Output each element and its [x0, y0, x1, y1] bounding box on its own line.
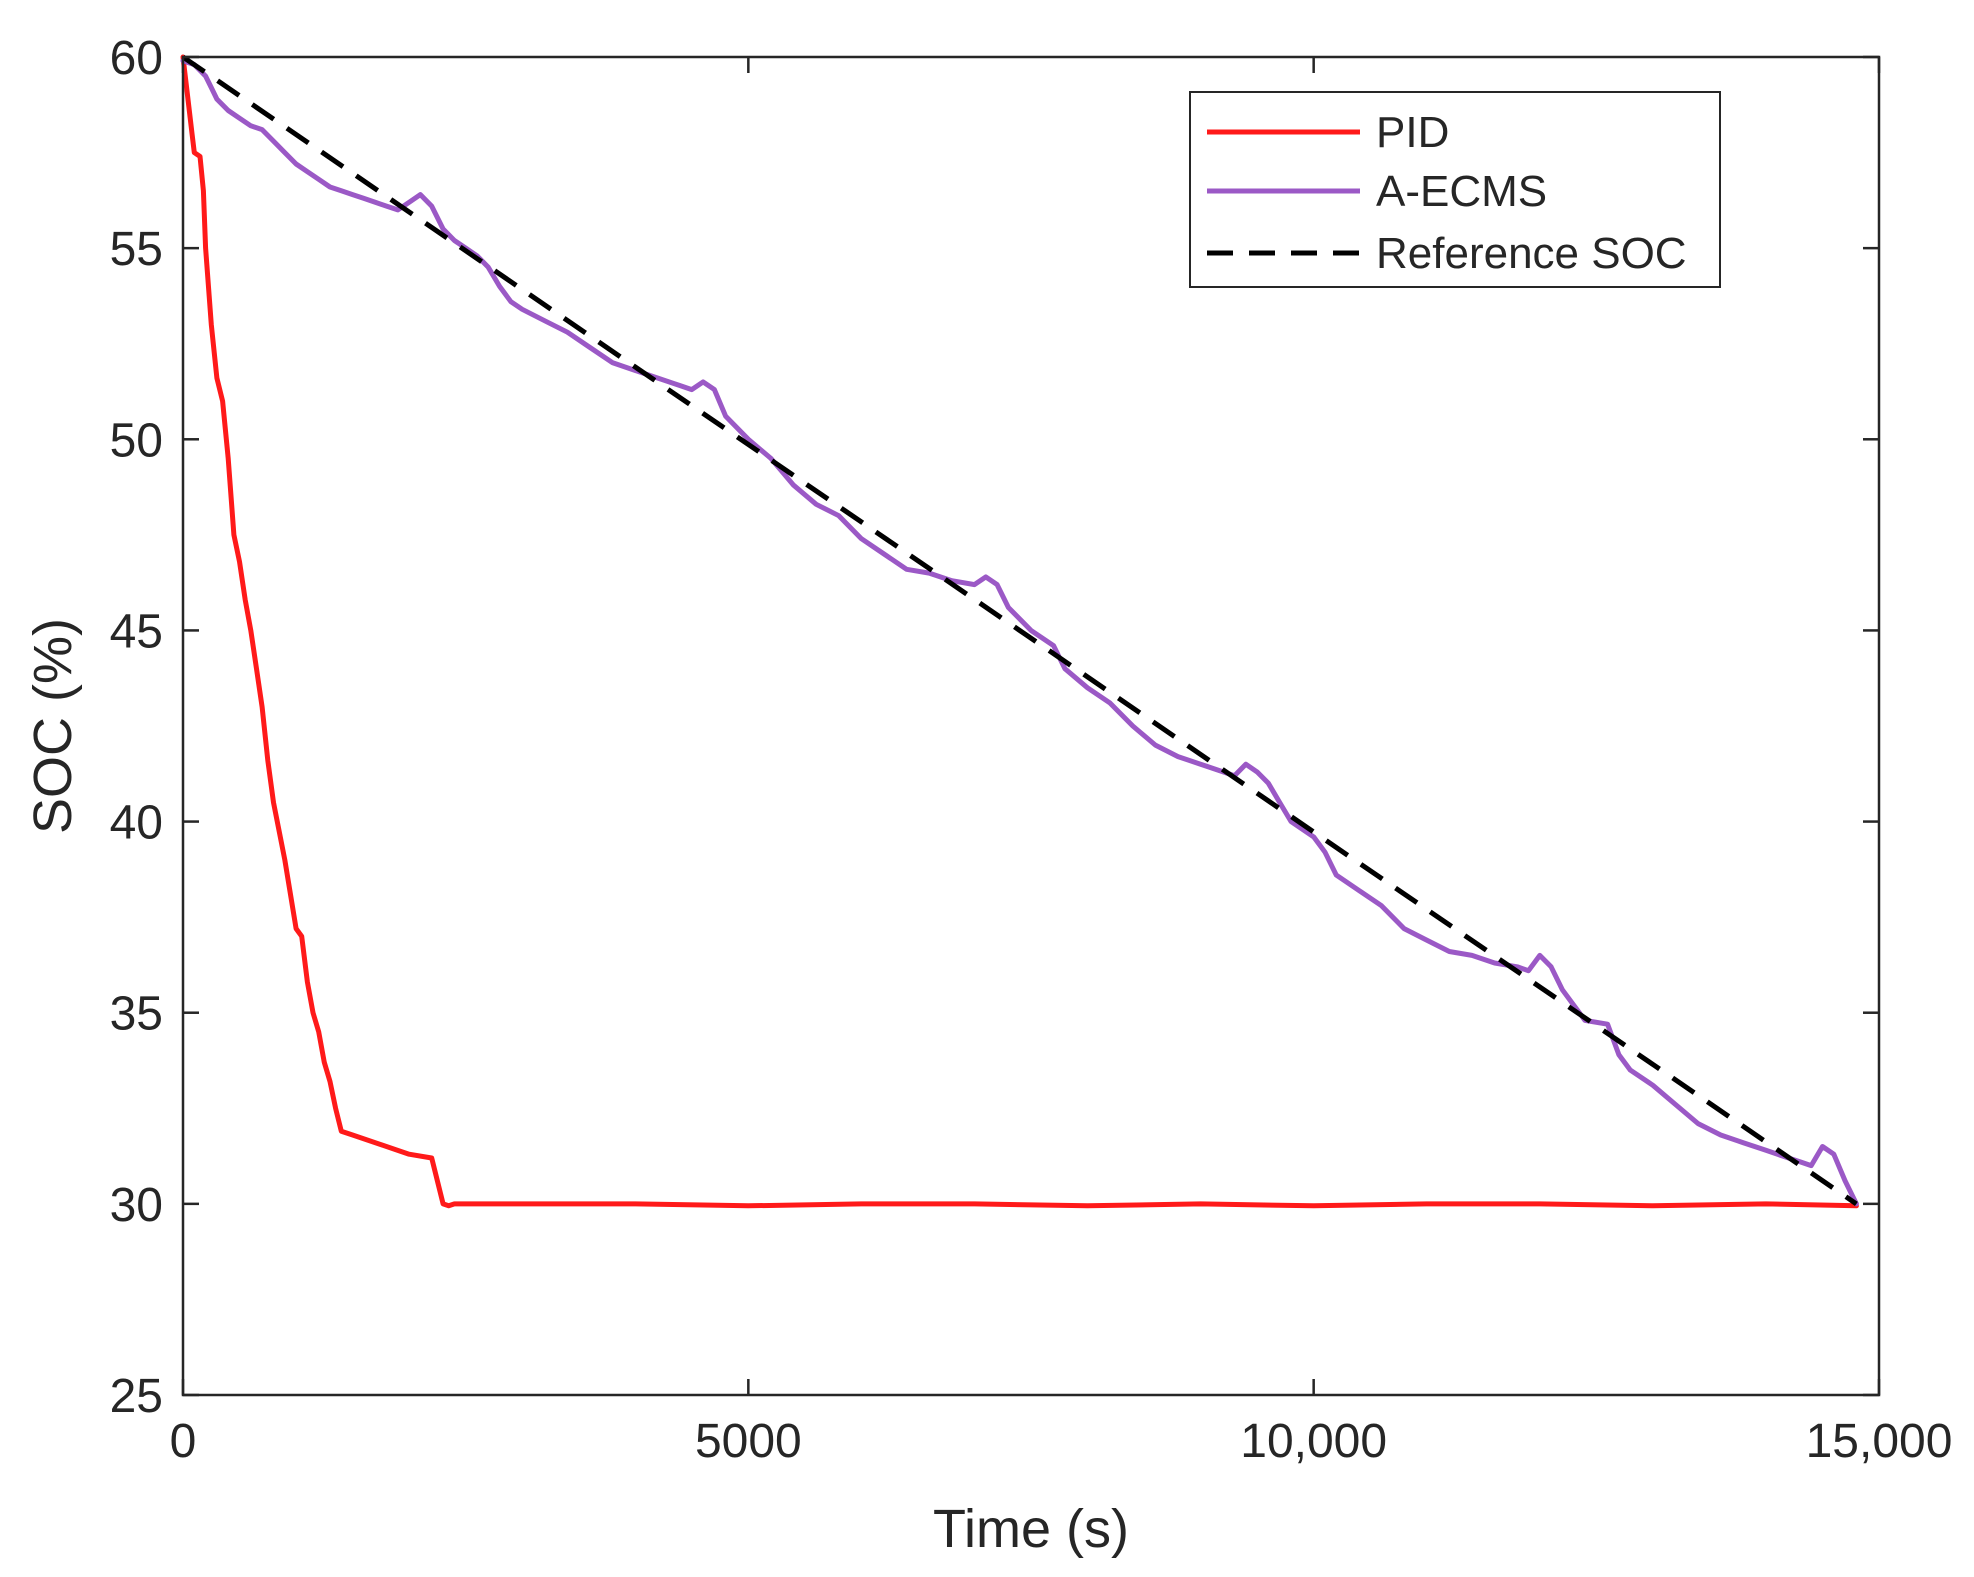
x-tick-label: 15,000 — [1806, 1415, 1953, 1468]
axis-tick-labels: 0 5000 10,000 15,000 25 30 35 40 45 50 55 60 — [110, 32, 1953, 1468]
plot-frame — [181, 55, 1881, 1397]
y-tick-label: 60 — [110, 32, 163, 85]
y-tick-label: 40 — [110, 797, 163, 850]
x-tick-label: 5000 — [695, 1415, 802, 1468]
y-tick-label: 35 — [110, 988, 163, 1041]
x-tick-label: 0 — [170, 1415, 197, 1468]
series-line-reference-soc — [181, 54, 1858, 1206]
x-tick-label: 10,000 — [1240, 1415, 1387, 1468]
x-axis-title: Time (s) — [933, 1499, 1129, 1559]
series-line-a-ecms — [180, 58, 1859, 1207]
y-tick-label: 50 — [110, 414, 163, 467]
y-tick-label: 30 — [110, 1179, 163, 1232]
legend: PID A-ECMS Reference SOC — [1189, 91, 1721, 288]
y-tick-label: 45 — [110, 605, 163, 658]
legend-label: Reference SOC — [1376, 229, 1687, 278]
y-tick-label: 55 — [110, 223, 163, 276]
y-axis-title: SOC (%) — [23, 618, 83, 834]
legend-label: PID — [1376, 108, 1449, 157]
y-tick-label: 25 — [110, 1370, 163, 1423]
series-line-pid — [180, 54, 1859, 1209]
legend-label: A-ECMS — [1376, 167, 1547, 216]
series-lines — [180, 54, 1859, 1209]
